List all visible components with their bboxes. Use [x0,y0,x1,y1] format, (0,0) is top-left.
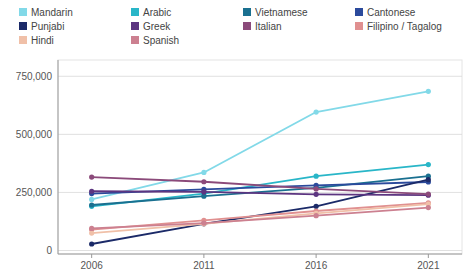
x-tick-label: 2016 [305,260,328,271]
series-line [92,176,429,205]
series [89,200,431,232]
x-axis-line [58,254,462,255]
legend-label: Cantonese [367,7,416,18]
legend-swatch [19,8,27,16]
series-point [201,221,206,226]
grid-line [58,76,462,77]
legend-swatch [19,22,27,30]
series-line [92,203,429,230]
x-tick [428,254,429,258]
legend-item: Vietnamese [243,7,308,18]
series-point [314,213,319,218]
series-point [89,202,94,207]
y-tick-label: 500,000 [16,129,53,140]
legend-item: Greek [131,21,171,32]
series-line [92,180,429,244]
series-point [89,241,94,246]
grid-line [58,134,462,135]
series-point [314,109,319,114]
legend-item: Arabic [131,7,171,18]
series-line [92,91,429,199]
series-point [201,189,206,194]
series-point [426,177,431,182]
series-point [201,170,206,175]
series-point [89,197,94,202]
axes: 0 250,000 500,000 750,000 2006 2011 2016 2021 [16,60,462,271]
legend-label: Filipino / Tagalog [367,21,442,32]
legend-label: Mandarin [31,7,73,18]
series-line [92,177,429,194]
y-tick-label: 250,000 [16,187,53,198]
legend-swatch [19,36,27,44]
series-line [92,165,429,207]
legend-label: Arabic [143,7,171,18]
y-axis-line [58,60,59,254]
legend: Mandarin Arabic Vietnamese Cantonese Punjabi… [19,7,442,46]
legend-item: Punjabi [19,21,64,32]
legend-swatch [243,8,251,16]
y-tick-label: 0 [46,245,52,256]
series-point [426,205,431,210]
legend-item: Filipino / Tagalog [355,21,442,32]
series-point [89,189,94,194]
x-tick [316,254,317,258]
legend-swatch [131,36,139,44]
legend-label: Hindi [31,35,54,46]
legend-label: Greek [143,21,171,32]
y-tick-label: 750,000 [16,71,53,82]
series [89,205,431,231]
legend-label: Vietnamese [255,7,308,18]
series-point [89,226,94,231]
series [89,189,431,198]
legend-item: Spanish [131,35,179,46]
series-line [92,208,429,229]
x-tick-label: 2021 [417,260,440,271]
grid-line [58,250,462,251]
series [89,162,431,209]
legend-label: Punjabi [31,21,64,32]
legend-label: Spanish [143,35,179,46]
series [89,179,431,196]
series-point [426,191,431,196]
series-point [426,162,431,167]
legend-item: Cantonese [355,7,416,18]
series-point [89,230,94,235]
series-point [201,221,206,226]
series-point [201,179,206,184]
legend-swatch [355,22,363,30]
series-point [314,192,319,197]
x-tick-label: 2011 [193,260,215,271]
series-line [92,204,429,233]
x-tick [91,254,92,258]
legend-swatch [131,8,139,16]
legend-item: Italian [243,21,282,32]
series [89,174,431,196]
series [89,89,431,202]
series-point [201,220,206,225]
legend-item: Mandarin [19,7,73,18]
x-tick [203,254,204,258]
series [89,201,431,235]
legend-swatch [355,8,363,16]
legend-swatch [131,22,139,30]
x-tick-label: 2006 [81,260,104,271]
plot-frame [58,60,462,254]
series [89,177,431,247]
series-point [314,174,319,179]
series-point [89,174,94,179]
legend-label: Italian [255,21,282,32]
legend-item: Hindi [19,35,54,46]
series-point [426,89,431,94]
grid [58,76,462,250]
chart-container: 0 250,000 500,000 750,000 2006 2011 2016 2021 Ma… [0,0,474,278]
legend-swatch [243,22,251,30]
series-point [314,186,319,191]
chart-svg: 0 250,000 500,000 750,000 2006 2011 2016 2021 Ma… [0,0,474,278]
series-point [314,204,319,209]
data-group [89,89,431,247]
